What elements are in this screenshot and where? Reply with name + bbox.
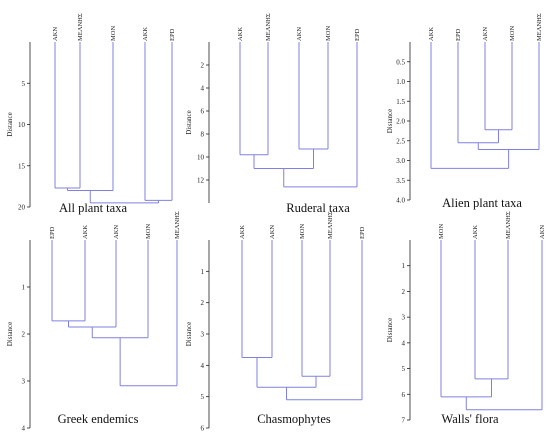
y-axis-title: Distance	[386, 109, 394, 134]
y-tick-label: 15	[18, 162, 26, 170]
leaf-label: AKK	[428, 27, 435, 41]
leaf-label: ΜΕΛΝΗΣ	[174, 211, 181, 239]
leaf-label: MON	[438, 224, 445, 239]
leaf-label: AKN	[269, 225, 276, 239]
leaf-label: AKN	[52, 27, 59, 41]
y-tick-label: 0.5	[396, 58, 405, 66]
y-tick-label: 2	[22, 331, 26, 339]
y-axis-title: Distance	[185, 110, 193, 135]
leaf-label: MON	[145, 224, 152, 239]
y-tick-label: 4	[201, 85, 205, 93]
y-tick-label: 4.0	[396, 197, 405, 205]
leaf-label: ΜΕΛΝΗΣ	[505, 211, 512, 239]
leaf-label: AKK	[237, 27, 244, 41]
y-tick-label: 12	[197, 177, 205, 185]
leaf-label: EPD	[49, 226, 56, 239]
y-tick-label: 2	[402, 288, 406, 296]
panel-title: Walls' flora	[441, 412, 499, 426]
y-tick-label: 6	[201, 425, 205, 433]
leaf-label: AKK	[239, 225, 246, 239]
panel-title: Ruderal taxa	[286, 201, 350, 215]
leaf-label: ΜΕΛΝΗΣ	[77, 13, 84, 41]
leaf-label: ΜΕΛΝΗΣ	[536, 13, 543, 41]
leaf-label: AKN	[482, 27, 489, 41]
panel-title: Greek endemics	[58, 412, 139, 426]
y-axis-title: Distance	[185, 322, 193, 347]
y-tick-label: 20	[18, 204, 26, 212]
y-tick-label: 2.0	[396, 118, 405, 126]
y-tick-label: 5	[22, 80, 26, 88]
leaf-label: EPD	[354, 28, 361, 41]
y-axis-title: Distance	[6, 322, 14, 347]
y-axis-title: Distance	[386, 318, 394, 343]
leaf-label: AKN	[539, 225, 546, 239]
panel-title: All plant taxa	[59, 201, 127, 215]
leaf-label: AKK	[472, 225, 479, 239]
y-tick-label: 5	[201, 393, 205, 401]
leaf-label: MON	[509, 26, 516, 41]
y-tick-label: 6	[402, 391, 406, 399]
leaf-label: AKN	[113, 225, 120, 239]
leaf-label: MON	[325, 26, 332, 41]
y-tick-label: 3.0	[396, 157, 405, 165]
y-tick-label: 2	[201, 62, 205, 70]
leaf-label: MON	[110, 26, 117, 41]
y-tick-label: 8	[201, 131, 205, 139]
leaf-label: ΜΕΛΝΗΣ	[265, 13, 272, 41]
y-tick-label: 1.0	[396, 78, 405, 86]
y-tick-label: 1	[201, 268, 205, 276]
y-tick-label: 1.5	[396, 98, 405, 106]
y-tick-label: 2.5	[396, 137, 405, 145]
leaf-label: MON	[299, 224, 306, 239]
y-axis-title: Distance	[6, 112, 14, 137]
leaf-label: AKK	[142, 27, 149, 41]
y-tick-label: 3	[22, 378, 26, 386]
panel-title: Alien plant taxa	[442, 196, 522, 210]
y-tick-label: 4	[402, 339, 406, 347]
y-tick-label: 5	[402, 365, 406, 373]
leaf-label: EPD	[169, 28, 176, 41]
y-tick-label: 3.5	[396, 177, 405, 185]
leaf-label: ΜΕΛΝΗΣ	[327, 211, 334, 239]
y-tick-label: 2	[201, 299, 205, 307]
leaf-label: AKK	[82, 225, 89, 239]
y-tick-label: 10	[197, 154, 205, 162]
y-tick-label: 6	[201, 108, 205, 116]
y-tick-label: 4	[201, 362, 205, 370]
y-tick-label: 3	[201, 331, 205, 339]
leaf-label: EPD	[455, 28, 462, 41]
y-tick-label: 10	[18, 121, 26, 129]
y-tick-label: 7	[402, 417, 406, 425]
y-tick-label: 1	[22, 284, 26, 292]
panel-title: Chasmophytes	[257, 412, 331, 426]
leaf-label: AKN	[296, 27, 303, 41]
y-tick-label: 3	[402, 314, 406, 322]
y-tick-label: 4	[22, 425, 26, 433]
leaf-label: EPD	[359, 226, 366, 239]
y-tick-label: 1	[402, 262, 406, 270]
